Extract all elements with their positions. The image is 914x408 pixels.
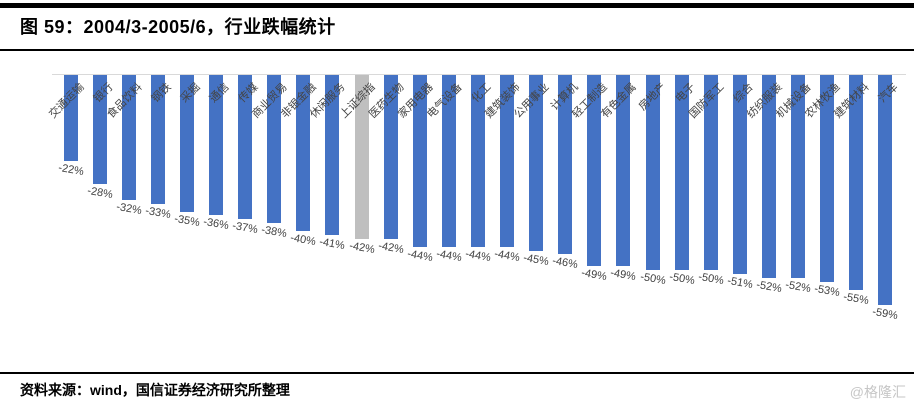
bar-食品饮料	[121, 75, 136, 200]
bar-机械设备	[791, 75, 805, 278]
bar-通信	[209, 75, 223, 216]
bar-综合	[732, 75, 747, 274]
bar-交通运输	[63, 75, 78, 161]
top-rule	[0, 3, 914, 8]
zero-axis-line	[52, 74, 906, 75]
bar-汽车	[878, 75, 893, 306]
bar-国防军工	[703, 75, 718, 270]
bar-医药生物	[383, 75, 398, 239]
watermark: @格隆汇	[849, 384, 906, 400]
bar-有色金属	[616, 75, 631, 267]
bar-传媒	[238, 75, 253, 220]
bar-建筑材料	[849, 75, 864, 290]
figure-title: 图 59：2004/3-2005/6，行业跌幅统计	[20, 17, 336, 37]
bar-纺织服装	[761, 75, 776, 278]
bar-化工	[470, 75, 485, 247]
bar-商业贸易	[267, 75, 282, 224]
industry-decline-bar-chart: 交通运输 -22% 银行 -28% 食品饮料 -32% 钢铁 -33% 采掘 -35% 通信 -36%…	[0, 54, 914, 372]
bar-电子	[674, 75, 689, 270]
source-note: 资料来源：wind，国信证券经济研究所整理	[20, 382, 290, 398]
bar-电气设备	[441, 75, 456, 247]
bar-钢铁	[150, 75, 165, 204]
bar-非银金融	[296, 75, 311, 231]
bar-农林牧渔	[820, 75, 835, 282]
bar-采掘	[179, 75, 194, 212]
bar-计算机	[558, 75, 573, 255]
title-underline	[0, 49, 914, 51]
bar-房地产	[645, 75, 660, 270]
bar-上证综指	[354, 75, 369, 239]
value-label: -59%	[871, 305, 899, 323]
bar-家用电器	[412, 75, 427, 247]
value-label: -22%	[56, 161, 85, 178]
bar-银行	[92, 75, 107, 185]
bar-轻工制造	[587, 75, 602, 267]
footer-rule	[0, 372, 914, 374]
bar-休闲服务	[325, 75, 340, 235]
bar-建筑装饰	[500, 75, 514, 247]
bar-公用事业	[529, 75, 544, 251]
